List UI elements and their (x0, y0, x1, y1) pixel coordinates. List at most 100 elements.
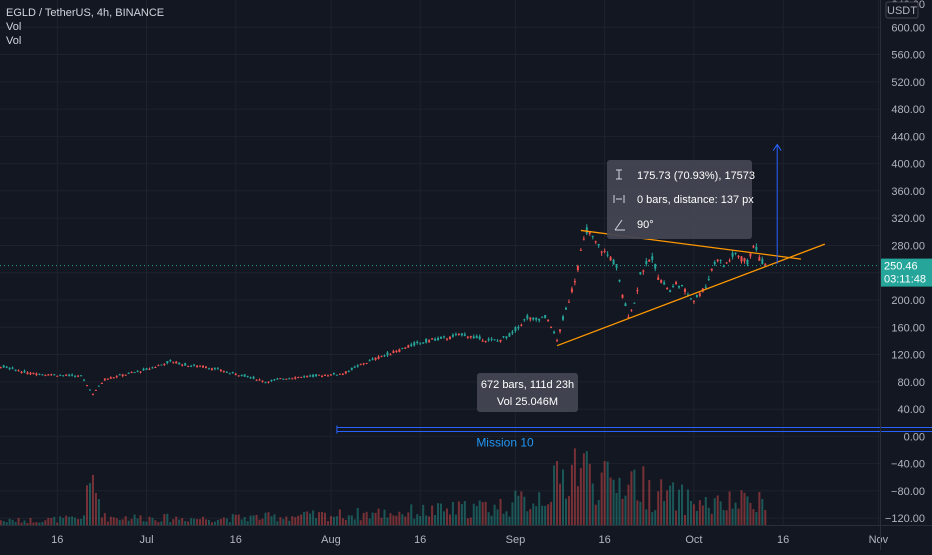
volume-bar (606, 461, 609, 525)
candle-body (94, 389, 97, 391)
time-tick-label: 16 (414, 534, 426, 546)
volume-bar (338, 509, 341, 525)
volume-bar (698, 500, 701, 525)
volume-bar (300, 514, 303, 525)
candle-body (332, 373, 335, 375)
candle-body (686, 294, 689, 296)
volume-bar (270, 516, 273, 525)
volume-bar (5, 522, 8, 525)
candle-body (541, 316, 544, 318)
candle-body (309, 375, 312, 377)
candle-body (371, 358, 374, 360)
volume-bar (130, 518, 133, 525)
candle-body (121, 374, 124, 377)
candle-body (32, 372, 35, 375)
volume-bar (273, 514, 276, 525)
volume-bar (472, 503, 475, 525)
volume-indicator-label-2[interactable]: Vol (6, 35, 22, 47)
volume-bar (707, 507, 710, 525)
volume-bar (395, 515, 398, 525)
volume-bar (475, 506, 478, 525)
volume-bar (695, 510, 698, 525)
candle-body (237, 375, 240, 377)
volume-bar (91, 474, 94, 525)
candle-body (517, 326, 520, 329)
candle-body (672, 285, 675, 287)
candle-body (681, 285, 683, 287)
volume-bar (11, 519, 14, 525)
candle-body (300, 376, 303, 378)
drawings[interactable]: Mission 10 (0, 143, 932, 450)
volume-bar (112, 517, 115, 525)
volume-bar (624, 495, 627, 525)
candle-body (88, 389, 91, 391)
volume-bar (353, 519, 356, 525)
candle-body (169, 360, 172, 362)
candle-body (407, 345, 410, 348)
time-tick-label: 16 (51, 534, 63, 546)
currency-badge (885, 1, 919, 19)
volume-bar (511, 502, 514, 525)
volume-bar (740, 490, 743, 525)
volume-bar (683, 514, 686, 525)
volume-bar (451, 501, 454, 525)
volume-bar (445, 508, 448, 525)
candle-body (291, 378, 294, 380)
candle-body (389, 354, 392, 356)
volume-bar (341, 518, 344, 525)
price-tick-label: 560.00 (891, 50, 925, 62)
volume-bar (547, 504, 550, 525)
volume-indicator-label[interactable]: Vol (6, 21, 22, 33)
volume-bar (41, 522, 44, 525)
volume-bar (374, 512, 377, 525)
price-tick-label: 80.00 (897, 377, 925, 389)
volume-bar (205, 519, 207, 525)
candle-body (368, 360, 371, 362)
volume-bar (377, 508, 380, 525)
candle-body (362, 363, 365, 365)
candle-body (315, 374, 318, 377)
candle-body (252, 376, 255, 379)
volume-bar (389, 513, 392, 525)
symbol-title[interactable]: EGLD / TetherUS, 4h, BINANCE (6, 7, 165, 19)
volume-bar (689, 501, 692, 525)
volume-bar (553, 465, 556, 525)
candle-body (431, 338, 434, 340)
volume-bar (469, 517, 472, 525)
volume-bar (669, 485, 672, 525)
candle-body (347, 370, 350, 372)
candle-body (225, 371, 228, 373)
volume-bar (737, 508, 740, 525)
volume-bar (276, 521, 279, 525)
candle-body (240, 374, 243, 377)
volume-bar (380, 517, 383, 525)
volume-bar (291, 516, 294, 525)
volume-bar (422, 504, 425, 525)
last-price-badge (881, 258, 932, 287)
volume-bar (746, 496, 749, 525)
price-candles (0, 224, 767, 396)
volume-bar (713, 498, 716, 525)
volume-bar (62, 517, 65, 525)
chart-legend: EGLD / TetherUS, 4h, BINANCE Vol Vol (6, 6, 164, 48)
volume-bar (326, 521, 329, 525)
volume-bar (222, 517, 225, 525)
candle-body (532, 317, 535, 320)
volume-bar (225, 518, 228, 525)
candle-body (734, 252, 737, 254)
volume-bar (166, 513, 169, 525)
volume-bar (731, 508, 734, 525)
volume-bar (457, 501, 460, 525)
volume-bar (618, 477, 621, 525)
volume-bar (255, 514, 258, 525)
candle-body (490, 338, 493, 340)
volume-bar (443, 511, 445, 525)
volume-bar (88, 483, 91, 525)
volume-bar (160, 521, 163, 525)
candle-body (573, 281, 576, 283)
candle-body (428, 340, 431, 343)
candle-body (193, 364, 196, 366)
